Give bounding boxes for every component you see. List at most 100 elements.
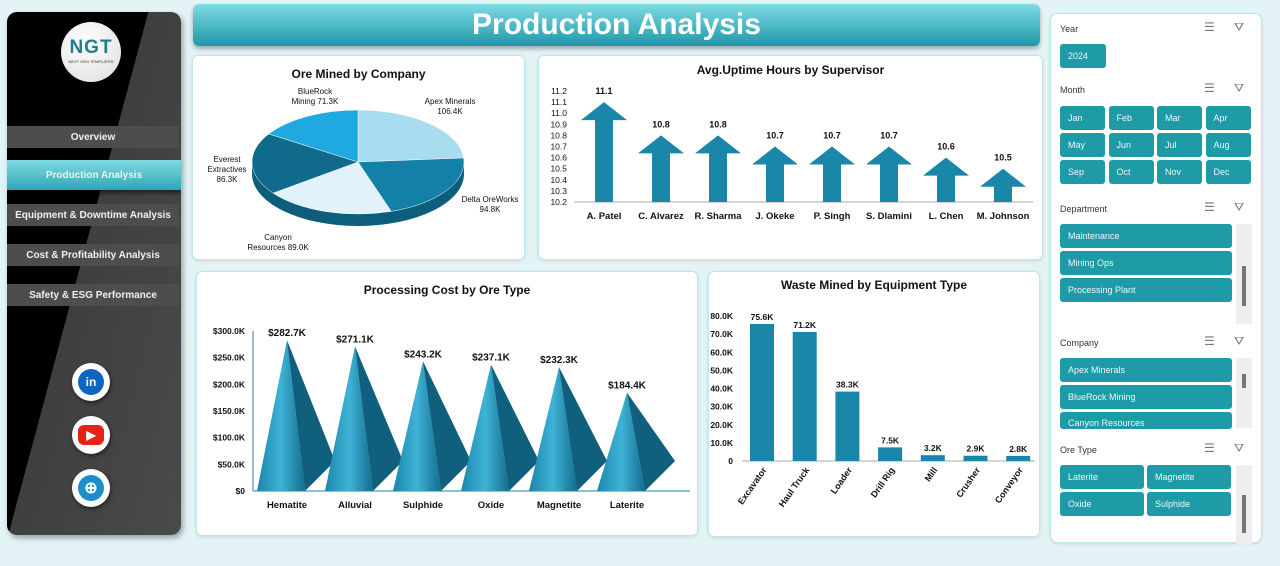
- x-tick-label: P. Singh: [814, 211, 851, 222]
- slicer-item-ore-type[interactable]: Oxide: [1060, 492, 1144, 516]
- slicer-item-company[interactable]: Canyon Resources: [1060, 412, 1232, 429]
- ore_type-slicer-title: Ore Type: [1060, 445, 1097, 455]
- multi-select-icon[interactable]: ☰: [1204, 441, 1215, 455]
- slicer-item-nov[interactable]: Nov: [1157, 160, 1202, 184]
- pyramid-side: [355, 346, 403, 491]
- clear-filter-icon[interactable]: ⛛: [1234, 81, 1245, 95]
- clear-filter-icon[interactable]: ⛛: [1234, 334, 1245, 348]
- y-tick-label: $250.0K: [213, 353, 246, 363]
- pyramid-bar: [597, 392, 645, 491]
- slicer-item-jan[interactable]: Jan: [1060, 106, 1105, 130]
- pyramid-bar: [257, 340, 305, 491]
- nav-safety-esg[interactable]: Safety & ESG Performance: [7, 284, 179, 306]
- slicer-item-company[interactable]: Apex Minerals: [1060, 358, 1232, 382]
- x-tick-label: Oxide: [478, 500, 504, 511]
- slicer-item-oct[interactable]: Oct: [1108, 160, 1154, 184]
- multi-select-icon[interactable]: ☰: [1204, 334, 1215, 348]
- arrow-bar: [695, 135, 741, 202]
- multi-select-icon[interactable]: ☰: [1204, 20, 1215, 34]
- pie-slice: [357, 109, 464, 163]
- arrow-bar: [638, 135, 684, 202]
- linkedin-button[interactable]: in: [72, 363, 110, 401]
- pie-label: Resources 89.0K: [247, 243, 309, 252]
- slicer-item-sep[interactable]: Sep: [1060, 160, 1105, 184]
- slicer-item-department[interactable]: Mining Ops: [1060, 251, 1232, 275]
- pyramid-side: [423, 361, 471, 491]
- bar: [878, 447, 903, 461]
- scrollbar-thumb[interactable]: [1242, 266, 1246, 306]
- company-slicer-title: Company: [1060, 338, 1099, 348]
- scrollbar[interactable]: [1236, 465, 1252, 545]
- slicer-item-ore-type[interactable]: Magnetite: [1147, 465, 1231, 489]
- pie-label: 94.8K: [480, 205, 502, 214]
- pyramid-side: [559, 367, 607, 491]
- pie-label: Apex Minerals: [425, 97, 476, 106]
- slicer-item-company[interactable]: BlueRock Mining: [1060, 385, 1232, 409]
- slicer-item-may[interactable]: May: [1060, 133, 1105, 157]
- youtube-icon: ▶: [78, 425, 104, 445]
- nav-production-analysis[interactable]: Production Analysis: [7, 160, 181, 190]
- nav-overview[interactable]: Overview: [7, 126, 179, 148]
- slicer-item-ore-type[interactable]: Sulphide: [1147, 492, 1231, 516]
- x-tick-label: Hematite: [267, 500, 307, 511]
- x-tick-label: M. Johnson: [977, 211, 1030, 222]
- y-tick-label: 30.0K: [710, 402, 734, 412]
- data-label: 10.8: [652, 119, 670, 129]
- youtube-button[interactable]: ▶: [72, 416, 110, 454]
- slicer-item-feb[interactable]: Feb: [1108, 106, 1154, 130]
- pyramid-side: [491, 364, 539, 491]
- data-label: 38.3K: [836, 380, 860, 390]
- data-label: $184.4K: [608, 381, 647, 392]
- data-label: 71.2K: [793, 320, 817, 330]
- data-label: $232.3K: [540, 355, 579, 366]
- slicer-item-department[interactable]: Processing Plant: [1060, 278, 1232, 302]
- chart-title: Avg.Uptime Hours by Supervisor: [696, 63, 885, 77]
- slicer-item-jun[interactable]: Jun: [1108, 133, 1154, 157]
- slicer-item-aug[interactable]: Aug: [1205, 133, 1251, 157]
- pie-slice: [268, 109, 359, 163]
- clear-filter-icon[interactable]: ⛛: [1234, 200, 1245, 214]
- slicer-item-2024[interactable]: 2024: [1060, 44, 1106, 68]
- data-label: 10.5: [994, 153, 1012, 163]
- y-tick-label: $50.0K: [218, 459, 246, 469]
- slicer-item-dec[interactable]: Dec: [1205, 160, 1251, 184]
- month-slicer-title: Month: [1060, 85, 1086, 95]
- website-button[interactable]: ⊕: [72, 469, 110, 507]
- clear-filter-icon[interactable]: ⛛: [1234, 441, 1245, 455]
- pie-label: Canyon: [264, 233, 292, 242]
- slicer-item-mar[interactable]: Mar: [1157, 106, 1202, 130]
- x-tick-label: L. Chen: [929, 211, 964, 222]
- slicer-item-jul[interactable]: Jul: [1157, 133, 1202, 157]
- x-tick-label: Magnetite: [537, 500, 581, 511]
- arrow-bar: [923, 157, 969, 202]
- x-tick-label: Haul Truck: [777, 465, 812, 509]
- slicer-item-ore-type[interactable]: Laterite: [1060, 465, 1144, 489]
- nav-equipment-downtime[interactable]: Equipment & Downtime Analysis: [7, 204, 179, 226]
- multi-select-icon[interactable]: ☰: [1204, 200, 1215, 214]
- nav-cost-profitability[interactable]: Cost & Profitability Analysis: [7, 244, 179, 266]
- slicer-item-apr[interactable]: Apr: [1205, 106, 1251, 130]
- page-title: Production Analysis: [193, 4, 1040, 46]
- y-tick-label: 0: [728, 456, 733, 466]
- sidebar: NGT NEXT GEN TEMPLATES Overview Productio…: [7, 12, 181, 535]
- x-tick-label: Excavator: [736, 465, 769, 506]
- data-label: 10.8: [709, 119, 727, 129]
- uptime-chart-panel: Avg.Uptime Hours by Supervisor: [538, 55, 1043, 260]
- y-tick-label: 10.3: [550, 186, 567, 196]
- logo-text: NGT: [69, 37, 113, 58]
- pyramid-bar: [393, 361, 441, 491]
- x-tick-label: S. Dlamini: [866, 211, 912, 222]
- y-tick-label: 60.0K: [710, 347, 734, 357]
- scrollbar-thumb[interactable]: [1242, 495, 1246, 533]
- pie-slice: [357, 157, 465, 212]
- scrollbar[interactable]: [1236, 224, 1252, 324]
- slicer-item-department[interactable]: Maintenance: [1060, 224, 1232, 248]
- data-label: $271.1K: [336, 334, 375, 345]
- scrollbar[interactable]: [1236, 358, 1252, 428]
- data-label: $237.1K: [472, 353, 511, 364]
- multi-select-icon[interactable]: ☰: [1204, 81, 1215, 95]
- pie-label: Extractives: [207, 165, 246, 174]
- clear-filter-icon[interactable]: ⛛: [1234, 20, 1245, 34]
- chart-title: Processing Cost by Ore Type: [363, 283, 531, 297]
- scrollbar-thumb[interactable]: [1242, 374, 1246, 388]
